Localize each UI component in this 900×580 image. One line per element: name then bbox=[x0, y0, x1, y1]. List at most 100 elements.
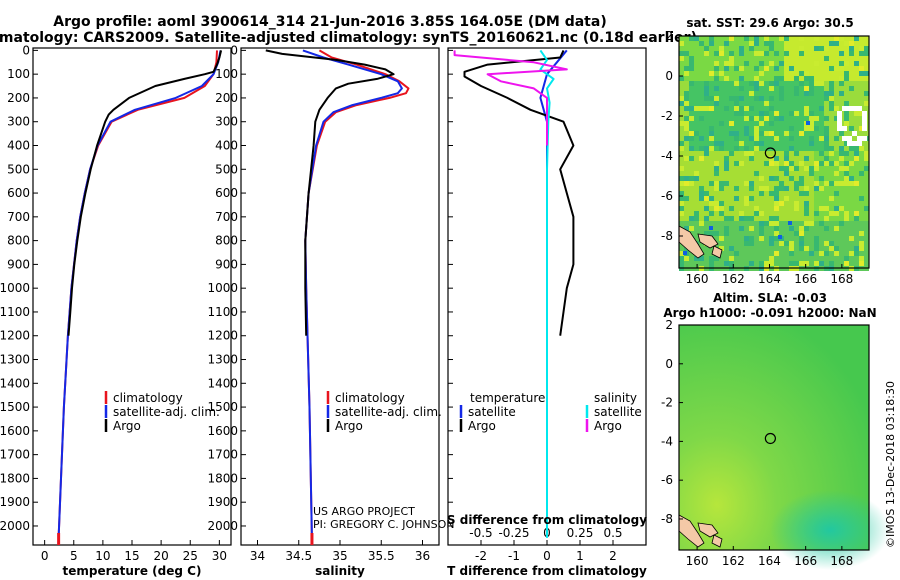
sst-cell bbox=[824, 126, 829, 131]
sst-cell bbox=[714, 136, 719, 141]
sst-cell bbox=[799, 86, 804, 91]
sst-cell bbox=[769, 231, 774, 236]
sst-cell bbox=[829, 51, 834, 56]
sst-cell bbox=[749, 251, 754, 256]
sst-cell bbox=[844, 66, 849, 71]
sst-cell bbox=[679, 256, 684, 261]
sst-cell bbox=[684, 46, 689, 51]
sst-cell bbox=[699, 66, 704, 71]
sst-cell bbox=[809, 261, 814, 266]
series-line-satellite bbox=[302, 49, 403, 538]
sst-cell bbox=[864, 176, 869, 181]
sst-cell bbox=[719, 141, 724, 146]
sst-cell bbox=[714, 231, 719, 236]
sst-cell bbox=[839, 56, 844, 61]
sst-cell bbox=[779, 66, 784, 71]
sst-cell bbox=[754, 41, 759, 46]
sst-cell bbox=[764, 146, 769, 151]
sst-cell bbox=[734, 46, 739, 51]
sst-cell bbox=[759, 236, 764, 241]
depth-tick-label: 2000 bbox=[0, 519, 30, 533]
sst-cell bbox=[784, 216, 789, 221]
sst-cell bbox=[739, 131, 744, 136]
sst-cell bbox=[724, 106, 729, 111]
x-tick-label: 36 bbox=[415, 549, 430, 563]
sst-cell bbox=[774, 86, 779, 91]
sst-cell bbox=[759, 76, 764, 81]
sst-cell bbox=[779, 51, 784, 56]
sst-cell bbox=[754, 76, 759, 81]
sst-cell bbox=[754, 156, 759, 161]
sst-cell bbox=[694, 131, 699, 136]
sst-cell bbox=[744, 156, 749, 161]
sst-cell bbox=[729, 41, 734, 46]
sst-cell bbox=[789, 231, 794, 236]
sst-cell bbox=[824, 181, 829, 186]
legend-label-t-satellite: satellite bbox=[468, 405, 516, 419]
sst-cell bbox=[764, 166, 769, 171]
sst-cell bbox=[859, 91, 864, 96]
sst-cell bbox=[864, 191, 869, 196]
sst-cell bbox=[679, 201, 684, 206]
sst-cell bbox=[799, 116, 804, 121]
sst-cell bbox=[814, 196, 819, 201]
sst-cell bbox=[804, 166, 809, 171]
sst-cell bbox=[744, 131, 749, 136]
sst-cell bbox=[684, 181, 689, 186]
sst-cell bbox=[834, 61, 839, 66]
sst-cell bbox=[734, 131, 739, 136]
sst-cell bbox=[694, 166, 699, 171]
sst-cell bbox=[714, 46, 719, 51]
sst-cell bbox=[704, 186, 709, 191]
map-x-tick-label: 160 bbox=[686, 272, 709, 286]
sst-cell bbox=[679, 51, 684, 56]
sst-cell bbox=[694, 146, 699, 151]
sst-cell bbox=[844, 61, 849, 66]
sst-cell bbox=[714, 121, 719, 126]
sst-cell bbox=[764, 206, 769, 211]
sst-cell bbox=[849, 51, 854, 56]
sst-cell bbox=[719, 91, 724, 96]
sst-cell bbox=[819, 76, 824, 81]
sst-cell bbox=[734, 91, 739, 96]
sst-cell bbox=[694, 86, 699, 91]
sst-cell bbox=[754, 131, 759, 136]
sst-cell bbox=[769, 241, 774, 246]
sst-cell bbox=[804, 116, 809, 121]
sst-cell bbox=[719, 61, 724, 66]
sst-cell bbox=[764, 216, 769, 221]
sst-cell bbox=[749, 256, 754, 261]
sst-cell bbox=[859, 101, 864, 106]
depth-tick-label: 1800 bbox=[207, 471, 238, 485]
sst-cell bbox=[789, 261, 794, 266]
sst-cell bbox=[774, 51, 779, 56]
sst-cell bbox=[729, 196, 734, 201]
sst-cell bbox=[839, 211, 844, 216]
sst-cell bbox=[749, 141, 754, 146]
sst-cell bbox=[784, 186, 789, 191]
sst-cell bbox=[804, 56, 809, 61]
sst-cell bbox=[734, 151, 739, 156]
sst-cell bbox=[764, 191, 769, 196]
sst-cell bbox=[784, 91, 789, 96]
sst-cell bbox=[734, 51, 739, 56]
sst-cell bbox=[739, 116, 744, 121]
sst-cell bbox=[719, 101, 724, 106]
sst-cell bbox=[829, 111, 834, 116]
sst-cell bbox=[779, 196, 784, 201]
sst-cell bbox=[789, 196, 794, 201]
sst-cell bbox=[684, 221, 689, 226]
sst-cell bbox=[684, 36, 689, 41]
sst-cell bbox=[714, 156, 719, 161]
x-tick-label: 1 bbox=[576, 549, 584, 563]
sst-cell bbox=[834, 221, 839, 226]
sst-cell bbox=[704, 36, 709, 41]
sst-cell bbox=[724, 66, 729, 71]
sst-cell bbox=[849, 201, 854, 206]
sst-cell bbox=[794, 261, 799, 266]
sst-cell bbox=[819, 131, 824, 136]
sst-cell bbox=[849, 131, 854, 136]
sst-cell bbox=[854, 196, 859, 201]
map-x-tick-label: 168 bbox=[830, 554, 853, 568]
